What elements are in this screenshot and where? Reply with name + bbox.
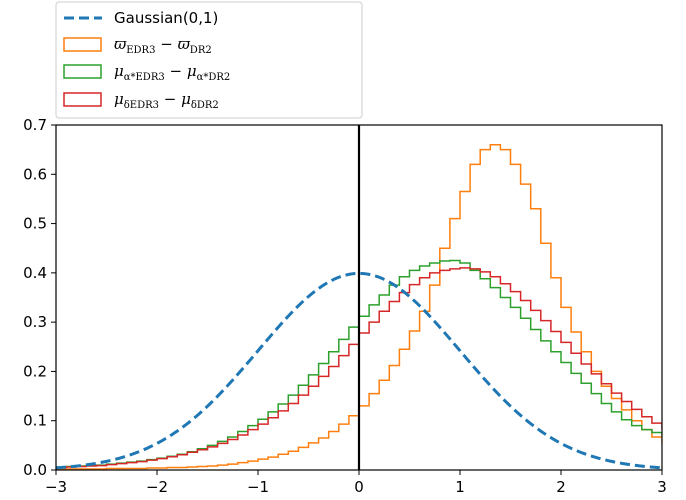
- y-tick-label: 0.5: [23, 215, 47, 233]
- plot-area: [56, 125, 662, 470]
- x-tick-label: −1: [247, 478, 269, 496]
- x-tick-label: −2: [146, 478, 168, 496]
- x-tick-label: 0: [354, 478, 364, 496]
- y-axis: 0.0 0.1 0.2 0.3 0.4 0.5 0.6 0.7: [23, 116, 56, 479]
- y-tick-label: 0.4: [23, 264, 47, 282]
- legend: Gaussian(0,1) ϖEDR3 − ϖDR2 μα*EDR3 − μα*DR…: [55, 1, 363, 119]
- y-tick-label: 0.1: [23, 412, 47, 430]
- legend-swatch: [63, 37, 102, 52]
- legend-label: μδEDR3 − μδDR2: [114, 90, 219, 111]
- legend-swatch: [63, 92, 102, 107]
- legend-label: Gaussian(0,1): [114, 9, 218, 27]
- legend-swatch: [63, 64, 102, 79]
- series-1-histogram: [56, 143, 662, 470]
- legend-label: μα*EDR3 − μα*DR2: [114, 62, 230, 83]
- y-tick-label: 0.6: [23, 165, 47, 183]
- legend-label: ϖEDR3 − ϖDR2: [114, 35, 212, 56]
- y-tick-label: 0.0: [23, 461, 47, 479]
- x-tick-label: 2: [556, 478, 566, 496]
- y-tick-label: 0.7: [23, 116, 47, 134]
- y-tick-label: 0.2: [23, 362, 47, 380]
- x-tick-label: 1: [455, 478, 465, 496]
- legend-box: [55, 1, 363, 119]
- x-tick-label: −3: [45, 478, 67, 496]
- y-tick-label: 0.3: [23, 313, 47, 331]
- series-3-histogram: [56, 267, 662, 470]
- x-axis: −3 −2 −1 0 1 2 3: [45, 470, 667, 496]
- x-tick-label: 3: [657, 478, 667, 496]
